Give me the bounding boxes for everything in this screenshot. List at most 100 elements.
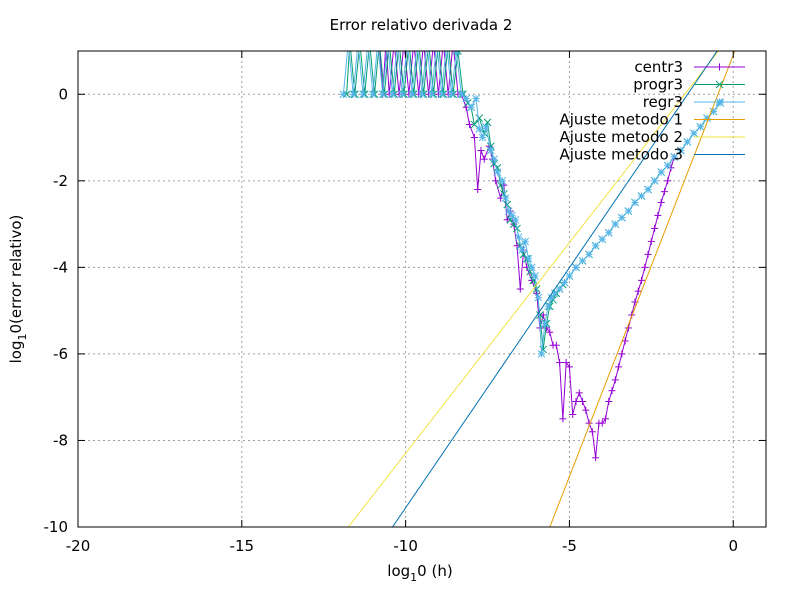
progr3-point: [386, 39, 393, 46]
regr3-point: [493, 168, 502, 177]
series-line-ajuste-metodo-1: [549, 51, 736, 527]
centr3-point: [546, 328, 554, 336]
progr3-point: [500, 189, 508, 198]
regr3-point: [462, 94, 471, 103]
progr3-point: [396, 39, 403, 46]
regr3-point: [398, 90, 407, 99]
centr3-point: [492, 177, 500, 185]
centr3-point: [644, 250, 652, 258]
regr3-point: [364, 39, 371, 46]
centr3-point: [657, 198, 665, 206]
y-tick-label: -8: [53, 431, 68, 449]
regr3-point: [427, 90, 436, 99]
centr3-point: [430, 39, 437, 46]
regr3-point: [541, 319, 549, 328]
regr3-point: [696, 122, 705, 131]
progr3-point: [405, 39, 412, 46]
y-tick-label: 0: [58, 85, 68, 103]
plot-frame: [77, 50, 767, 528]
y-axis-label: log10(error relativo): [7, 215, 29, 364]
x-tick-label: -15: [230, 537, 255, 555]
y-axis-label-part2: 0(error relativo): [7, 215, 25, 334]
regr3-point: [524, 254, 533, 263]
regr3-point: [578, 257, 587, 265]
series-ajuste-metodo-3: [392, 51, 718, 527]
centr3-point: [601, 415, 609, 423]
centr3-point: [569, 410, 577, 418]
regr3-point: [527, 263, 536, 272]
centr3-point: [559, 415, 567, 423]
regr3-point: [437, 90, 446, 99]
centr3-point: [477, 147, 485, 155]
legend-label-regr3: regr3: [643, 93, 683, 111]
centr3-point: [376, 39, 383, 46]
centr3-point: [466, 121, 474, 129]
centr3-point: [611, 376, 619, 384]
regr3-point: [591, 241, 600, 250]
progr3-point: [346, 39, 353, 46]
regr3-point: [555, 285, 564, 293]
progr3-point: [366, 39, 373, 46]
regr3-point: [378, 90, 387, 99]
x-axis-label-part2: 0 (h): [417, 562, 453, 580]
regr3-point: [511, 215, 520, 224]
regr3-point: [467, 103, 475, 112]
progr3-point: [536, 311, 544, 319]
regr3-point: [423, 39, 430, 46]
y-tick-label: -10: [44, 518, 69, 536]
regr3-point: [345, 39, 352, 46]
regr3-point: [501, 194, 510, 202]
centr3-point: [588, 428, 596, 436]
regr3-point: [447, 90, 456, 99]
series-ajuste-metodo-1: [549, 51, 736, 527]
y-tick-label: -6: [53, 345, 68, 363]
legend-progr3-point: [715, 80, 724, 89]
centr3-point: [565, 363, 573, 371]
centr3-point: [552, 341, 560, 349]
progr3-point: [376, 39, 383, 46]
ticks-group: -20 -15 -10 -5 0-10-8-6-4-20: [44, 51, 766, 555]
regr3-point: [433, 39, 440, 46]
centr3-point: [513, 242, 521, 250]
y-axis-label-group: log10(error relativo): [7, 215, 29, 364]
progr3-point: [475, 114, 484, 122]
plot-area: [339, 39, 736, 527]
centr3-point: [615, 363, 623, 371]
regr3-point: [498, 176, 507, 185]
centr3-point: [480, 155, 488, 163]
centr3-point: [605, 398, 613, 406]
regr3-point: [414, 39, 421, 46]
regr3-point: [572, 263, 580, 272]
centr3-point: [647, 237, 655, 245]
x-tick-label: -20: [66, 537, 91, 555]
legend-label-centr3: centr3: [634, 58, 683, 76]
regr3-point: [624, 207, 633, 215]
series-line-ajuste-metodo-3: [392, 51, 718, 527]
centr3-point: [572, 398, 580, 406]
regr3-point: [374, 39, 381, 46]
centr3-point: [400, 39, 407, 46]
regr3-point: [359, 90, 367, 99]
regr3-point: [478, 133, 487, 142]
regr3-point: [598, 235, 607, 244]
centr3-point: [598, 419, 606, 427]
centr3-point: [582, 406, 590, 414]
centr3-point: [608, 387, 616, 395]
y-tick-label: -4: [53, 258, 68, 276]
centr3-point: [634, 287, 642, 295]
regr3-point: [690, 129, 698, 138]
regr3-point: [369, 90, 377, 99]
regr3-point: [349, 90, 358, 99]
regr3-point: [472, 94, 480, 103]
regr3-point: [443, 39, 450, 46]
regr3-point: [663, 161, 672, 170]
regr3-point: [560, 278, 569, 287]
legend-label-ajuste-metodo-1: Ajuste metodo 1: [559, 111, 683, 129]
x-axis-label: log10 (h): [387, 562, 452, 584]
regr3-point: [504, 207, 513, 215]
regr3-point: [531, 272, 539, 280]
centr3-point: [556, 359, 564, 367]
centr3-point: [382, 39, 389, 46]
centr3-point: [516, 285, 524, 293]
regr3-point: [394, 39, 401, 46]
